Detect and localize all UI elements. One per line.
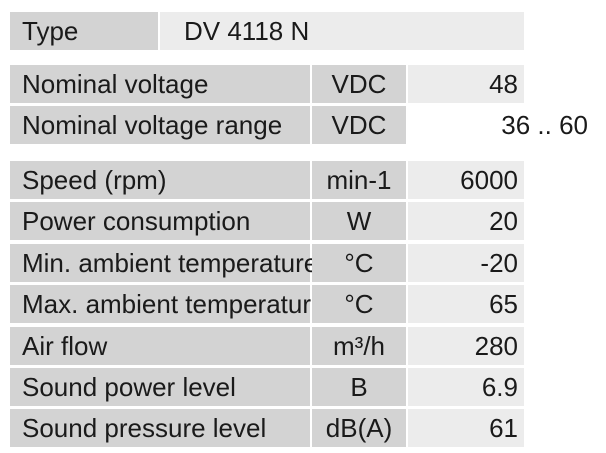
row-label: Max. ambient temperature <box>10 285 325 323</box>
row-unit: °C <box>312 244 406 282</box>
row-unit: W <box>312 202 406 240</box>
row-unit: B <box>312 368 406 406</box>
row-label: Min. ambient temperature <box>10 244 318 282</box>
type-label: Type <box>10 12 158 50</box>
row-unit: VDC <box>312 65 406 103</box>
row-value: 61 <box>408 409 524 447</box>
row-value: 280 <box>408 327 524 365</box>
row-value: 6000 <box>408 161 524 199</box>
row-unit: dB(A) <box>312 409 406 447</box>
row-label: Power consumption <box>10 202 310 240</box>
row-label: Air flow <box>10 327 310 365</box>
spec-row-type: Type DV 4118 N <box>10 12 524 50</box>
row-value: 20 <box>408 202 524 240</box>
row-value: 48 <box>408 65 524 103</box>
type-value: DV 4118 N <box>160 12 524 50</box>
row-unit: m³/h <box>312 327 406 365</box>
row-unit: °C <box>312 285 406 323</box>
row-value: 65 <box>408 285 524 323</box>
row-value: -20 <box>408 244 524 282</box>
row-unit: min-1 <box>312 161 406 199</box>
row-label: Nominal voltage range <box>10 106 310 144</box>
row-label: Nominal voltage <box>10 65 310 103</box>
row-label: Sound power level <box>10 368 310 406</box>
row-value: 36 .. 60 <box>501 110 588 140</box>
row-unit: VDC <box>312 106 406 144</box>
row-label: Sound pressure level <box>10 409 310 447</box>
row-label: Speed (rpm) <box>10 161 310 199</box>
row-value: 6.9 <box>408 368 524 406</box>
